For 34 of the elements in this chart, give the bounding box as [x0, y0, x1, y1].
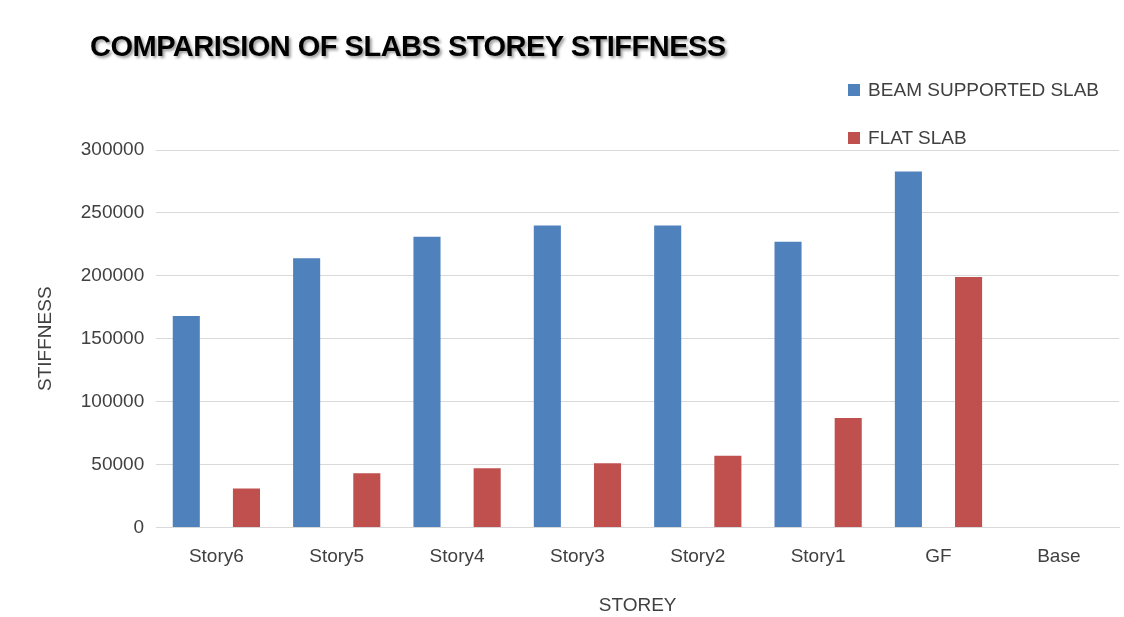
x-tick-label: Base [1037, 545, 1081, 567]
bar [413, 236, 441, 527]
bar [172, 316, 200, 527]
bar [533, 225, 561, 527]
x-tick-label: Story3 [549, 545, 605, 567]
bar [353, 473, 381, 527]
legend-label: FLAT SLAB [868, 127, 967, 149]
y-tick-label: 150000 [80, 326, 145, 348]
x-axis-title: STOREY [598, 593, 677, 615]
bar [593, 463, 622, 527]
bar [473, 468, 501, 527]
bar [894, 171, 922, 527]
legend-label: BEAM SUPPORTED SLAB [868, 79, 1099, 101]
chart-title: COMPARISION OF SLABS STOREY STIFFNESS [90, 30, 726, 63]
y-tick-label: 200000 [80, 264, 145, 286]
y-tick-label: 250000 [80, 201, 145, 223]
bar [774, 241, 802, 527]
bar [834, 417, 862, 527]
y-tick-label: 300000 [80, 138, 145, 160]
x-tick-label: Story1 [790, 545, 846, 567]
x-tick-label: Story6 [188, 545, 244, 567]
bar [232, 488, 260, 527]
x-tick-label: GF [925, 545, 952, 567]
x-tick-label: Story2 [670, 545, 726, 567]
y-tick-label: 50000 [91, 452, 145, 474]
bar [293, 258, 321, 527]
bar [714, 455, 742, 527]
y-tick-label: 0 [133, 515, 145, 537]
x-tick-label: Story4 [429, 545, 485, 567]
y-axis-title: STIFFNESS [33, 286, 55, 391]
bar [654, 225, 682, 527]
bar [955, 277, 983, 527]
y-tick-label: 100000 [80, 389, 145, 411]
x-tick-label: Story5 [309, 545, 365, 567]
